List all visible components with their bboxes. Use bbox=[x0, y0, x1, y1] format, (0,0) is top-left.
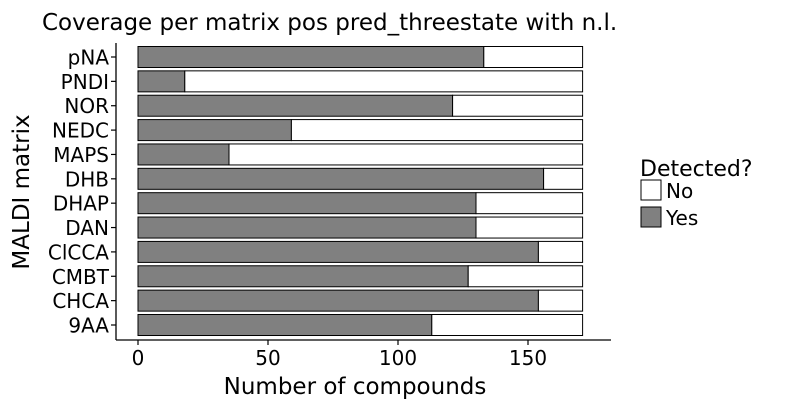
bar-no-nor bbox=[452, 94, 584, 117]
y-ticks-group: pNAPNDINORNEDCMAPSDHBDHAPDANClCCACMBTCHC… bbox=[48, 46, 116, 338]
chart-title: Coverage per matrix pos pred_threestate … bbox=[42, 10, 617, 36]
y-tick-label: MAPS bbox=[53, 143, 109, 167]
legend-label-yes: Yes bbox=[665, 206, 698, 230]
bars-group bbox=[137, 46, 584, 336]
bar-no-pna bbox=[483, 46, 584, 68]
bar-yes-dhb bbox=[137, 167, 545, 190]
y-tick-label: NEDC bbox=[52, 119, 109, 143]
x-tick-label: 0 bbox=[132, 346, 145, 370]
bar-no-dhb bbox=[543, 167, 584, 190]
y-tick-label: NOR bbox=[64, 94, 109, 118]
y-tick-label: PNDI bbox=[61, 70, 109, 94]
legend-label-no: No bbox=[666, 179, 693, 203]
bar-yes-nedc bbox=[137, 119, 292, 142]
y-tick-label: DHB bbox=[65, 167, 109, 191]
bar-no-chca bbox=[537, 289, 584, 312]
legend-swatch-no bbox=[640, 179, 662, 201]
y-tick-label: CHCA bbox=[52, 289, 109, 313]
x-tick-label: 50 bbox=[255, 346, 280, 370]
bar-no-dan bbox=[475, 216, 584, 239]
bar-yes-dhap bbox=[137, 192, 477, 215]
y-tick-label: 9AA bbox=[68, 314, 109, 338]
bar-yes-maps bbox=[137, 143, 230, 166]
y-tick-label: pNA bbox=[68, 46, 110, 70]
bar-no-9aa bbox=[431, 314, 584, 336]
y-tick-label: ClCCA bbox=[48, 240, 109, 264]
bar-no-clcca bbox=[537, 240, 584, 263]
x-tick-label: 100 bbox=[379, 346, 417, 370]
x-axis-label: Number of compounds bbox=[224, 374, 487, 400]
bar-yes-pna bbox=[137, 46, 485, 68]
y-axis-label: MALDI matrix bbox=[9, 114, 35, 269]
bar-no-nedc bbox=[290, 119, 584, 142]
bar-yes-dan bbox=[137, 216, 477, 239]
bar-no-pndi bbox=[184, 70, 584, 93]
legend-swatch-yes bbox=[640, 206, 662, 228]
y-tick-label: DAN bbox=[65, 216, 109, 240]
bar-no-cmbt bbox=[467, 265, 584, 288]
x-tick-label: 150 bbox=[509, 346, 547, 370]
bar-yes-clcca bbox=[137, 240, 539, 263]
legend: Detected? No Yes bbox=[640, 157, 753, 230]
y-tick-label: DHAP bbox=[53, 192, 109, 216]
y-tick-label: CMBT bbox=[52, 265, 110, 289]
bar-no-maps bbox=[228, 143, 584, 166]
legend-entries: No Yes bbox=[640, 179, 698, 230]
legend-title: Detected? bbox=[640, 157, 753, 182]
x-ticks-group: 0 50 100 150 bbox=[132, 340, 547, 370]
bar-yes-nor bbox=[137, 94, 454, 117]
bar-yes-pndi bbox=[137, 70, 186, 93]
bar-yes-cmbt bbox=[137, 265, 469, 288]
bar-yes-9aa bbox=[137, 314, 433, 336]
bar-yes-chca bbox=[137, 289, 539, 312]
bar-no-dhap bbox=[475, 192, 584, 215]
